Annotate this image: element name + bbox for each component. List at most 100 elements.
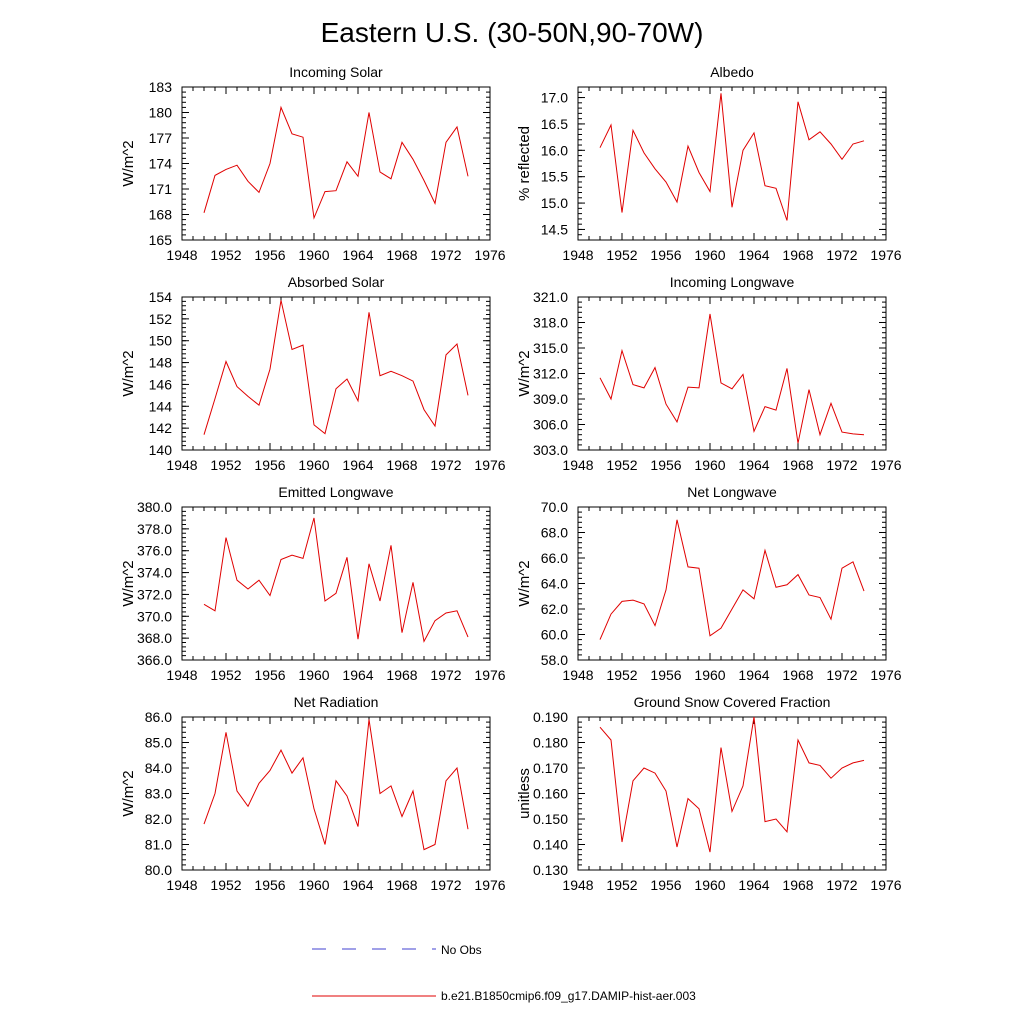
panel-incoming-longwave: Incoming Longwave W/m^2 1948 1952 1956 1960 19… <box>516 274 902 473</box>
x-tick-label: 1952 <box>606 457 637 473</box>
y-tick-label: 309.0 <box>533 391 568 407</box>
x-tick-label: 1964 <box>342 247 373 263</box>
x-tick-label: 1964 <box>738 667 769 683</box>
y-tick-label: 66.0 <box>541 550 568 566</box>
y-tick-label: 376.0 <box>137 543 172 559</box>
panel-title: Incoming Longwave <box>670 274 795 290</box>
y-tick-label: 312.0 <box>533 366 568 382</box>
y-tick-label: 177 <box>149 130 173 146</box>
y-tick-label: 142 <box>149 420 173 436</box>
x-tick-label: 1972 <box>430 247 461 263</box>
y-tick-label: 148 <box>149 355 173 371</box>
x-tick-label: 1960 <box>694 877 725 893</box>
x-tick-label: 1956 <box>254 247 285 263</box>
y-axis-label: W/m^2 <box>516 560 533 606</box>
x-tick-label: 1952 <box>606 667 637 683</box>
x-tick-label: 1972 <box>826 457 857 473</box>
y-axis-label: W/m^2 <box>120 770 137 816</box>
y-tick-label: 17.0 <box>541 90 568 106</box>
y-tick-label: 80.0 <box>145 862 172 878</box>
x-tick-label: 1952 <box>210 667 241 683</box>
x-tick-label: 1972 <box>826 247 857 263</box>
x-tick-label: 1956 <box>254 457 285 473</box>
x-tick-label: 1948 <box>166 247 197 263</box>
panel-title: Net Longwave <box>687 484 777 500</box>
y-tick-label: 180 <box>149 105 173 121</box>
x-tick-label: 1976 <box>870 247 901 263</box>
panel-absorbed-solar: Absorbed Solar W/m^2 1948 1952 1956 1960 1964 1… <box>120 274 506 473</box>
y-tick-label: 366.0 <box>137 652 172 668</box>
y-tick-label: 372.0 <box>137 586 172 602</box>
series-line <box>599 519 865 640</box>
plot-frame <box>577 86 887 241</box>
x-tick-label: 1960 <box>298 457 329 473</box>
x-tick-label: 1972 <box>430 457 461 473</box>
plot-frame <box>577 506 887 661</box>
x-tick-label: 1976 <box>474 457 505 473</box>
y-tick-label: 58.0 <box>541 652 568 668</box>
panel-net-radiation: Net Radiation W/m^2 1948 1952 1956 1960 1964 19… <box>120 694 506 893</box>
x-tick-label: 1956 <box>650 457 681 473</box>
y-tick-label: 0.140 <box>533 837 568 853</box>
x-tick-label: 1968 <box>782 667 813 683</box>
x-tick-label: 1948 <box>562 877 593 893</box>
y-tick-label: 85.0 <box>145 735 172 751</box>
y-tick-label: 68.0 <box>541 525 568 541</box>
panel-incoming-solar: Incoming Solar W/m^2 1948 1952 1956 1960 1964 1… <box>120 64 506 263</box>
x-tick-label: 1968 <box>782 877 813 893</box>
legend-model-label: b.e21.B1850cmip6.f09_g17.DAMIP-hist-aer.… <box>441 989 696 1003</box>
x-tick-label: 1976 <box>870 877 901 893</box>
y-tick-label: 0.190 <box>533 709 568 725</box>
x-tick-label: 1964 <box>342 667 373 683</box>
x-tick-label: 1948 <box>166 667 197 683</box>
x-tick-label: 1968 <box>386 877 417 893</box>
x-tick-label: 1956 <box>254 667 285 683</box>
y-tick-label: 154 <box>149 289 173 305</box>
plot-frame <box>181 86 491 241</box>
x-tick-label: 1960 <box>694 667 725 683</box>
x-tick-label: 1976 <box>870 457 901 473</box>
series-line <box>599 93 865 221</box>
y-tick-label: 165 <box>149 232 173 248</box>
y-tick-label: 378.0 <box>137 521 172 537</box>
x-tick-label: 1968 <box>386 247 417 263</box>
y-tick-label: 16.5 <box>541 116 568 132</box>
x-tick-label: 1956 <box>650 667 681 683</box>
figure-title: Eastern U.S. (30-50N,90-70W) <box>321 17 704 48</box>
panel-title: Albedo <box>710 64 754 80</box>
series-line <box>203 517 469 643</box>
y-tick-label: 321.0 <box>533 289 568 305</box>
x-tick-label: 1948 <box>166 457 197 473</box>
y-tick-label: 62.0 <box>541 601 568 617</box>
y-tick-label: 152 <box>149 311 173 327</box>
x-tick-label: 1968 <box>782 457 813 473</box>
x-tick-label: 1968 <box>782 247 813 263</box>
y-tick-label: 374.0 <box>137 565 172 581</box>
x-tick-label: 1972 <box>826 667 857 683</box>
series-line <box>203 300 469 435</box>
y-tick-label: 64.0 <box>541 576 568 592</box>
x-tick-label: 1964 <box>342 877 373 893</box>
y-tick-label: 0.150 <box>533 811 568 827</box>
y-tick-label: 0.170 <box>533 760 568 776</box>
y-tick-label: 0.180 <box>533 735 568 751</box>
y-tick-label: 82.0 <box>145 811 172 827</box>
x-tick-label: 1952 <box>210 247 241 263</box>
y-axis-label: W/m^2 <box>120 350 137 396</box>
panel-title: Net Radiation <box>294 694 379 710</box>
x-tick-label: 1948 <box>562 457 593 473</box>
y-tick-label: 16.0 <box>541 142 568 158</box>
y-tick-label: 83.0 <box>145 786 172 802</box>
y-tick-label: 0.160 <box>533 786 568 802</box>
y-tick-label: 0.130 <box>533 862 568 878</box>
legend: No Obs b.e21.B1850cmip6.f09_g17.DAMIP-hi… <box>312 943 696 1003</box>
y-tick-label: 140 <box>149 442 173 458</box>
y-tick-label: 171 <box>149 181 173 197</box>
x-tick-label: 1968 <box>386 457 417 473</box>
x-tick-label: 1948 <box>166 877 197 893</box>
x-tick-label: 1956 <box>650 247 681 263</box>
y-axis-label: % reflected <box>516 126 533 201</box>
x-tick-label: 1976 <box>474 877 505 893</box>
y-axis-label: unitless <box>516 768 533 819</box>
y-tick-label: 380.0 <box>137 499 172 515</box>
